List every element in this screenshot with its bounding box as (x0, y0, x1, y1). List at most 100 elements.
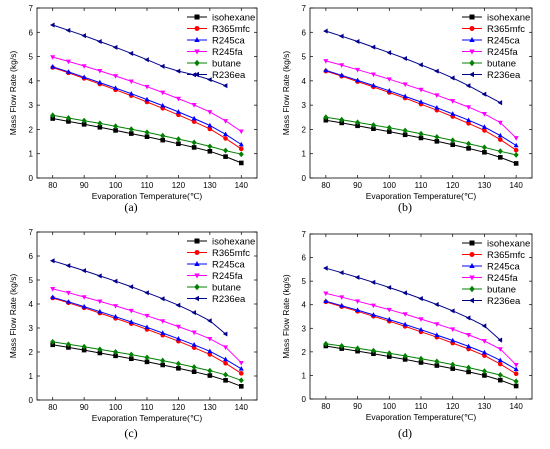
legend-label: R365mfc (487, 24, 525, 35)
y-tick-label: 6 (29, 28, 34, 37)
x-tick-label: 100 (383, 402, 397, 411)
triangle-down-marker (418, 87, 424, 93)
triangle-left-marker (207, 77, 212, 83)
triangle-up-marker (450, 337, 456, 343)
triangle-down-marker (207, 110, 213, 115)
triangle-left-marker (449, 75, 455, 81)
triangle-up-marker (386, 88, 392, 93)
triangle-left-marker (434, 301, 439, 308)
square-marker (144, 134, 150, 140)
y-tick-label: 2 (302, 348, 307, 357)
square-marker (81, 347, 87, 353)
triangle-down-marker (513, 136, 519, 141)
series-line (325, 30, 501, 104)
triangle-up-marker (418, 326, 424, 332)
triangle-down-marker (238, 129, 244, 135)
diamond-marker (466, 140, 472, 147)
triangle-up-marker (160, 330, 166, 335)
x-tick-label: 140 (235, 403, 249, 412)
square-marker (194, 14, 200, 20)
square-marker (176, 366, 181, 371)
square-marker (450, 142, 456, 148)
series-butane (50, 338, 244, 384)
circle-marker (238, 371, 244, 376)
triangle-up-marker (481, 124, 487, 129)
triangle-down-marker (402, 312, 408, 317)
square-marker (497, 155, 503, 160)
square-marker (386, 354, 392, 359)
legend-label: butane (487, 285, 516, 296)
triangle-down-marker (81, 295, 87, 300)
triangle-down-marker (386, 77, 392, 82)
triangle-up-marker (323, 67, 329, 73)
y-tick-label: 3 (302, 101, 307, 110)
diamond-marker (469, 285, 475, 293)
x-tick-label: 130 (203, 181, 217, 190)
triangle-up-marker (238, 366, 244, 371)
triangle-left-marker (418, 62, 423, 68)
legend-label: R245ca (487, 36, 520, 47)
legend-label: isohexane (487, 13, 530, 24)
square-marker (402, 132, 408, 138)
panel-label: (c) (124, 426, 137, 440)
diamond-marker (370, 122, 376, 129)
triangle-left-marker (497, 100, 503, 106)
triangle-up-marker (175, 109, 181, 114)
circle-marker (194, 250, 200, 255)
diamond-marker (191, 364, 197, 371)
diamond-marker (160, 357, 166, 364)
triangle-up-marker (466, 343, 472, 349)
triangle-up-marker (191, 115, 197, 121)
triangle-down-marker (339, 295, 345, 300)
diamond-marker (450, 137, 456, 144)
triangle-down-marker (323, 291, 329, 297)
triangle-down-marker (160, 90, 166, 96)
square-marker (469, 14, 475, 20)
triangle-up-marker (238, 141, 244, 147)
diamond-marker (418, 355, 424, 362)
series-isohexane (323, 117, 519, 166)
y-tick-label: 1 (302, 150, 307, 159)
square-marker (50, 116, 56, 121)
triangle-left-marker (338, 270, 344, 276)
triangle-up-marker (191, 342, 197, 347)
triangle-down-marker (497, 120, 503, 126)
square-marker (371, 126, 376, 131)
triangle-left-marker (354, 38, 360, 45)
triangle-down-marker (481, 112, 487, 117)
square-marker (191, 145, 197, 150)
triangle-left-marker (175, 302, 181, 308)
square-marker (386, 129, 392, 134)
diamond-marker (97, 120, 103, 127)
circle-marker (223, 136, 228, 141)
series-butane (323, 340, 519, 385)
triangle-down-marker (450, 99, 456, 104)
triangle-up-marker (469, 37, 475, 42)
y-tick-label: 6 (302, 254, 307, 263)
triangle-left-marker (465, 83, 471, 89)
triangle-left-marker (144, 290, 149, 296)
triangle-left-marker (112, 278, 118, 284)
square-marker (513, 161, 519, 166)
triangle-down-marker (113, 304, 119, 309)
triangle-up-marker (113, 313, 119, 319)
triangle-left-marker (97, 273, 102, 279)
diamond-marker (339, 342, 345, 349)
triangle-up-marker (418, 99, 424, 104)
legend-label: R365mfc (212, 248, 250, 259)
legend-label: R245ca (212, 36, 245, 47)
chart-panel-c: 0 1 2 3 4 5 6 7 80 90 100 110 120 130 140 Evaporation T… (8, 228, 258, 440)
diamond-marker (175, 360, 181, 367)
triangle-up-marker (450, 111, 456, 116)
diamond-marker (207, 143, 213, 150)
triangle-up-marker (113, 85, 119, 90)
x-tick-label: 120 (446, 181, 460, 190)
series-R245fa (50, 287, 244, 366)
diamond-marker (128, 351, 134, 358)
y-tick-label: 4 (29, 300, 34, 309)
triangle-left-marker (386, 284, 392, 291)
triangle-left-marker (194, 71, 199, 78)
circle-marker (207, 352, 213, 357)
series-R245fa (323, 291, 519, 368)
triangle-up-marker (194, 37, 200, 42)
